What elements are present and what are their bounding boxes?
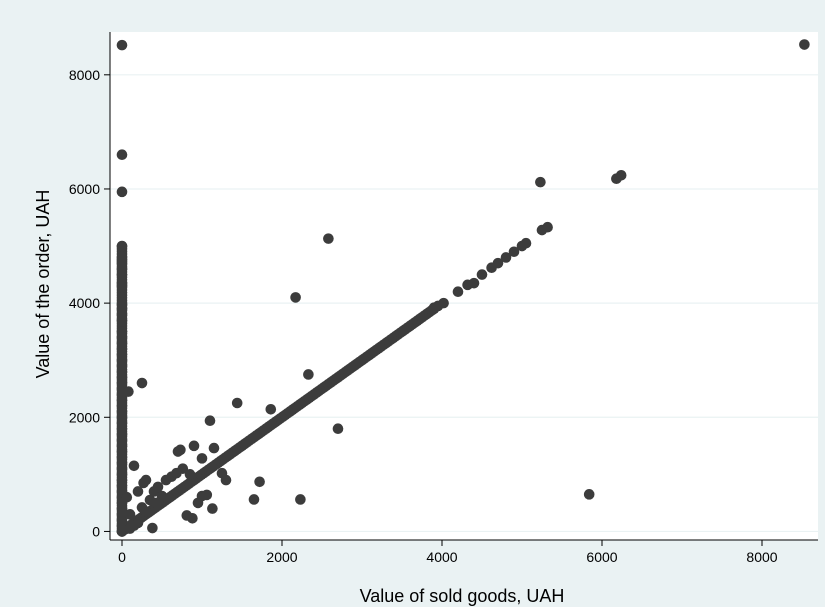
data-point: [147, 522, 158, 534]
data-point: [196, 453, 208, 464]
data-point: [231, 397, 243, 409]
y-tick-label: 0: [92, 523, 100, 539]
data-point: [172, 446, 184, 457]
data-point: [583, 489, 595, 500]
data-point: [123, 386, 134, 397]
data-point: [303, 369, 314, 380]
data-point: [128, 520, 140, 532]
data-point: [116, 149, 128, 161]
data-point: [177, 463, 189, 474]
data-point: [188, 440, 200, 452]
data-point: [192, 497, 204, 509]
data-point: [220, 474, 232, 486]
data-point: [452, 286, 464, 298]
x-axis-label: Value of sold goods, UAH: [360, 586, 565, 606]
data-point: [332, 423, 344, 434]
data-point: [500, 252, 512, 263]
x-tick-label: 0: [118, 549, 126, 565]
data-point: [295, 494, 306, 505]
data-point: [187, 513, 198, 524]
data-point: [492, 257, 504, 269]
data-point: [152, 481, 164, 493]
data-points: [116, 39, 810, 537]
data-point: [207, 503, 218, 514]
data-point: [116, 314, 128, 326]
x-tick-label: 2000: [266, 549, 297, 565]
data-point: [254, 476, 265, 488]
data-point: [290, 292, 301, 303]
data-point: [132, 486, 144, 497]
y-tick-label: 4000: [69, 295, 100, 311]
axes: 0 2000 4000 6000 8000 0 2000 4000 6000 8000: [69, 32, 818, 565]
y-tick-label: 8000: [69, 67, 100, 83]
data-point: [116, 280, 128, 292]
data-point: [615, 169, 627, 181]
data-point: [508, 246, 520, 258]
data-point: [116, 186, 128, 198]
data-point: [116, 240, 128, 252]
data-point: [208, 442, 220, 454]
data-point: [428, 302, 440, 313]
data-point: [116, 39, 128, 51]
data-point: [121, 491, 133, 503]
data-point: [140, 506, 152, 517]
data-point: [265, 403, 277, 415]
data-point: [151, 497, 162, 509]
data-point: [476, 269, 488, 280]
data-point: [138, 477, 149, 489]
data-point: [116, 526, 128, 537]
data-point: [201, 489, 213, 501]
data-point: [799, 39, 810, 50]
data-point: [468, 277, 480, 289]
data-point: [248, 494, 260, 505]
x-tick-label: 8000: [746, 549, 777, 565]
y-tick-label: 2000: [69, 409, 100, 425]
data-point: [520, 237, 532, 249]
data-point: [116, 269, 128, 280]
y-tick-label: 6000: [69, 181, 100, 197]
data-point: [542, 221, 553, 233]
gridlines: [110, 74, 818, 533]
data-point: [136, 377, 148, 389]
data-point: [128, 460, 140, 472]
x-tick-label: 4000: [426, 549, 457, 565]
data-point: [323, 233, 334, 244]
x-tick-label: 6000: [586, 549, 617, 565]
data-point: [535, 176, 546, 188]
data-point: [124, 509, 136, 520]
data-point: [184, 469, 196, 480]
data-point: [204, 415, 216, 427]
y-axis-label: Value of the order, UAH: [33, 190, 53, 379]
